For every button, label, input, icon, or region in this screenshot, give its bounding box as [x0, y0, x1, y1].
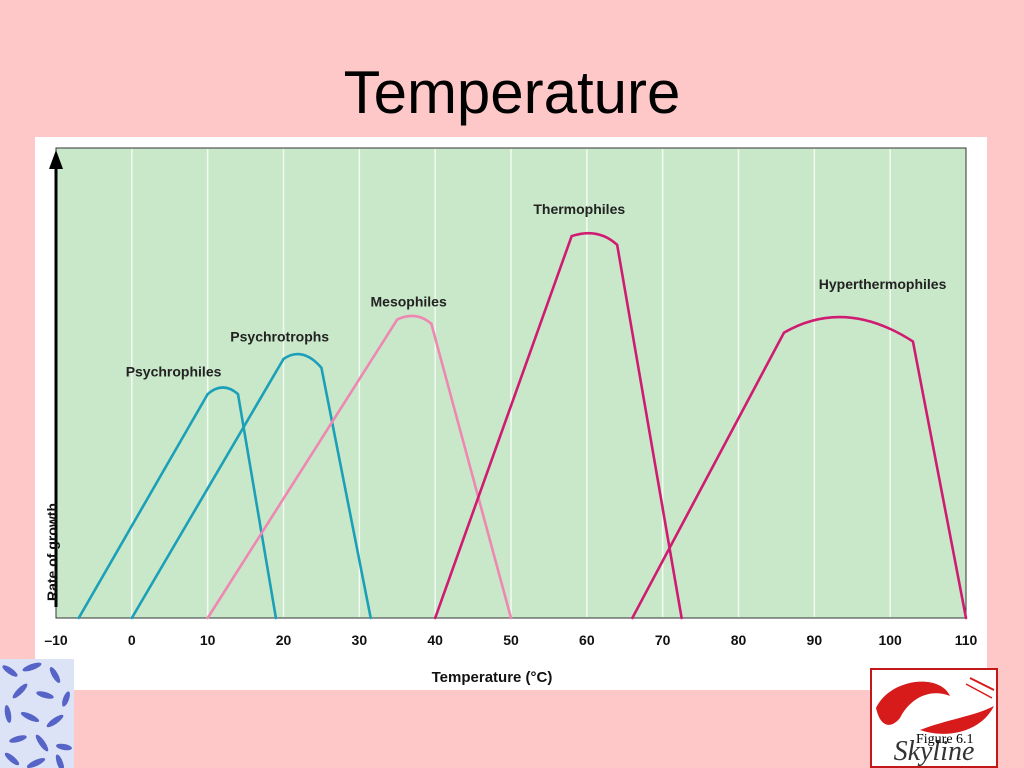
series-line-psychrophiles [77, 386, 278, 620]
y-axis-arrow-head [49, 150, 63, 169]
x-tick-label: 70 [655, 632, 671, 648]
series-line-mesophiles [206, 314, 513, 620]
series-group [77, 231, 968, 620]
series-labels: Psychrophiles Psychrotrophs Mesophiles Ther… [126, 201, 947, 379]
skyline-logo: Skyline [870, 668, 998, 768]
x-tick-label: 30 [352, 632, 368, 648]
series-line-hyperthermophiles [631, 315, 968, 620]
x-tick-label: 20 [276, 632, 292, 648]
series-label-psychrophiles: Psychrophiles [126, 364, 222, 380]
series-label-psychrotrophs: Psychrotrophs [230, 328, 329, 344]
x-axis-label: Temperature (°C) [432, 669, 553, 686]
figure-caption: Figure 6.1 [916, 732, 974, 747]
x-tick-labels: –10 0 10 20 30 40 50 60 70 80 90 100 110 [44, 632, 977, 648]
microbe-image [0, 659, 74, 768]
growth-rate-chart: Psychrophiles Psychrotrophs Mesophiles Ther… [35, 137, 987, 690]
series-label-mesophiles: Mesophiles [371, 293, 447, 309]
x-tick-label: 40 [427, 632, 443, 648]
x-tick-label: 60 [579, 632, 595, 648]
series-label-hyperthermophiles: Hyperthermophiles [819, 276, 947, 292]
series-line-thermophiles [433, 231, 683, 620]
x-tick-label: 10 [200, 632, 216, 648]
skyline-logo-text: Skyline [894, 736, 975, 767]
x-tick-label: –10 [44, 632, 68, 648]
x-tick-label: 80 [731, 632, 747, 648]
y-axis-label: Rate of growth [44, 503, 60, 601]
series-label-thermophiles: Thermophiles [533, 201, 625, 217]
series-line-psychrotrophs [130, 352, 373, 620]
chart-svg: Psychrophiles Psychrotrophs Mesophiles Ther… [44, 147, 978, 686]
grid-lines [131, 149, 891, 617]
x-tick-label: 100 [878, 632, 902, 648]
x-tick-label: 0 [128, 632, 136, 648]
slide-title: Temperature [343, 59, 681, 126]
x-tick-label: 110 [955, 632, 978, 648]
x-tick-label: 50 [503, 632, 519, 648]
x-tick-label: 90 [807, 632, 823, 648]
